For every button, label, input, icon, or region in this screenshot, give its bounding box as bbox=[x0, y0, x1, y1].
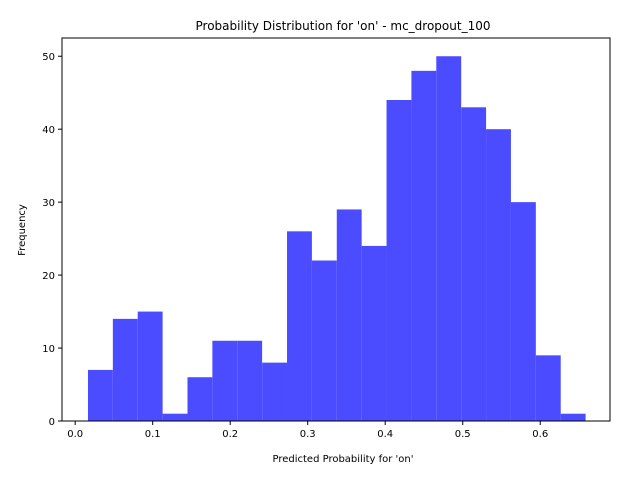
x-axis-ticks: 0.0 0.1 0.2 0.3 0.4 0.5 0.6 bbox=[67, 421, 548, 440]
chart-title: Probability Distribution for 'on' - mc_d… bbox=[196, 19, 491, 33]
y-axis-ticks: 0 10 20 30 40 50 bbox=[42, 52, 62, 428]
histogram-bar bbox=[287, 231, 312, 421]
plot-frame bbox=[61, 37, 611, 422]
y-axis-label: Frequency bbox=[17, 204, 28, 256]
histogram-bar bbox=[212, 340, 238, 421]
y-tick-label: 0 bbox=[49, 417, 55, 428]
x-axis-label: Predicted Probability for 'on' bbox=[272, 454, 413, 465]
y-tick-label: 20 bbox=[42, 271, 55, 282]
histogram-bar bbox=[262, 362, 288, 421]
histogram-bar bbox=[535, 355, 561, 421]
histogram-bar bbox=[162, 413, 188, 421]
x-tick-label: 0.0 bbox=[67, 429, 83, 440]
histogram-bar bbox=[361, 245, 387, 421]
histogram-bar bbox=[187, 377, 213, 421]
histogram-bar bbox=[336, 209, 362, 421]
histogram-bar bbox=[461, 107, 487, 422]
x-tick-label: 0.4 bbox=[377, 429, 393, 440]
y-tick-label: 10 bbox=[42, 344, 55, 355]
histogram-bar bbox=[87, 369, 113, 421]
histogram-bar bbox=[436, 56, 462, 421]
x-tick-label: 0.6 bbox=[532, 429, 548, 440]
histogram-bar bbox=[386, 100, 412, 421]
histogram-bar bbox=[237, 340, 263, 421]
histogram-bar bbox=[311, 260, 337, 421]
histogram-bar bbox=[137, 311, 163, 421]
y-tick-label: 50 bbox=[42, 52, 55, 63]
x-tick-label: 0.1 bbox=[145, 429, 161, 440]
histogram-bar bbox=[510, 202, 536, 421]
histogram-bar bbox=[560, 413, 586, 421]
x-tick-label: 0.2 bbox=[222, 429, 238, 440]
y-tick-label: 40 bbox=[42, 125, 55, 136]
histogram-bar bbox=[112, 318, 138, 421]
histogram-bar bbox=[411, 70, 437, 421]
bars-group bbox=[87, 56, 586, 422]
x-tick-label: 0.3 bbox=[300, 429, 316, 440]
y-tick-label: 30 bbox=[42, 198, 55, 209]
x-tick-label: 0.5 bbox=[455, 429, 471, 440]
histogram-bar bbox=[486, 129, 511, 421]
